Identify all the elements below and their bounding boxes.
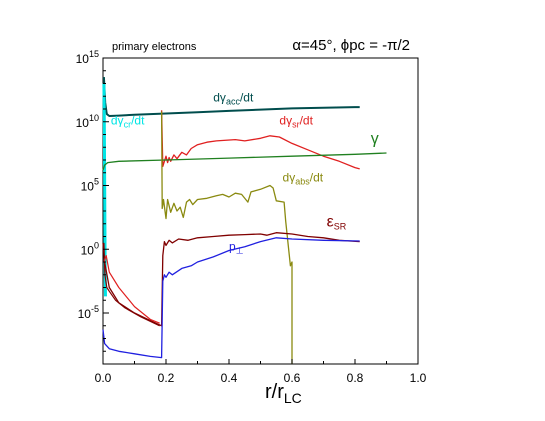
series-label-tail: /dt <box>300 113 314 127</box>
y-tick-label: 1010 <box>76 113 99 130</box>
series-label-sub: cr <box>124 119 132 129</box>
x-axis-ticks: 0.0 0.2 0.4 0.6 0.8 1.0 <box>95 359 427 385</box>
series-line-4 <box>160 111 293 364</box>
series-label-sub: ⊥ <box>236 246 244 256</box>
series-label-base: dγ <box>279 113 292 127</box>
y-tick-exponent: 5 <box>94 177 99 187</box>
series-label-tail: /dt <box>310 171 324 185</box>
series-label: γ <box>371 130 379 147</box>
x-tick-label: 0.6 <box>284 371 301 385</box>
y-tick-exponent: 0 <box>94 240 99 250</box>
y-tick-base: 10 <box>81 180 95 194</box>
x-tick-label: 1.0 <box>410 371 427 385</box>
series-label-tail: /dt <box>240 90 254 104</box>
series-line-8 <box>103 255 160 324</box>
y-tick-label: 10-5 <box>78 304 99 321</box>
series-label: εSR <box>327 213 347 231</box>
series-label-base: dγ <box>213 90 226 104</box>
series-label-base: dγ <box>111 113 124 127</box>
series-label-sub: acc <box>226 96 241 106</box>
series-line-3 <box>102 152 387 171</box>
x-tick-label: 0.0 <box>95 371 112 385</box>
x-axis-label: r/rLC <box>265 381 302 406</box>
series-label-sub: abs <box>295 177 310 187</box>
series-label-sub: sr <box>292 119 300 129</box>
series-label-base: ε <box>327 213 334 230</box>
y-tick-label: 100 <box>81 240 99 257</box>
plot-border <box>102 57 419 365</box>
chart-title-left: primary electrons <box>112 41 197 53</box>
chart-title-right: α=45°, ϕpc = -π/2 <box>292 37 410 54</box>
plot-frame <box>102 57 419 365</box>
y-tick-label: 105 <box>81 177 99 194</box>
series-lines <box>102 77 387 364</box>
series-label: dγacc/dt <box>213 90 254 106</box>
series-label: p⊥ <box>229 240 244 256</box>
x-axis-label-base: r/r <box>265 381 284 403</box>
series-label-base: γ <box>371 130 379 147</box>
series-label-base: p <box>229 240 236 254</box>
series-label-sub: SR <box>334 221 347 231</box>
series-line-6 <box>102 237 360 359</box>
y-tick-base: 10 <box>81 243 95 257</box>
series-line-7 <box>103 242 160 327</box>
x-tick-label: 0.2 <box>158 371 175 385</box>
series-label: dγcr/dt <box>111 113 145 129</box>
series-label: dγabs/dt <box>283 171 324 187</box>
series-label-tail: /dt <box>131 113 145 127</box>
series-label: dγsr/dt <box>279 113 313 129</box>
series-line-0 <box>102 77 360 117</box>
y-tick-exponent: -5 <box>91 304 99 314</box>
y-tick-base: 10 <box>78 307 92 321</box>
x-axis-label-sub: LC <box>284 390 302 406</box>
x-tick-label: 0.8 <box>347 371 364 385</box>
series-label-base: dγ <box>283 171 296 185</box>
y-tick-label: 1015 <box>76 49 99 66</box>
y-tick-exponent: 10 <box>89 113 99 123</box>
series-line-2 <box>160 110 360 170</box>
y-tick-exponent: 15 <box>89 49 99 59</box>
y-tick-base: 10 <box>76 116 90 130</box>
x-tick-label: 0.4 <box>221 371 238 385</box>
y-tick-base: 10 <box>76 52 90 66</box>
